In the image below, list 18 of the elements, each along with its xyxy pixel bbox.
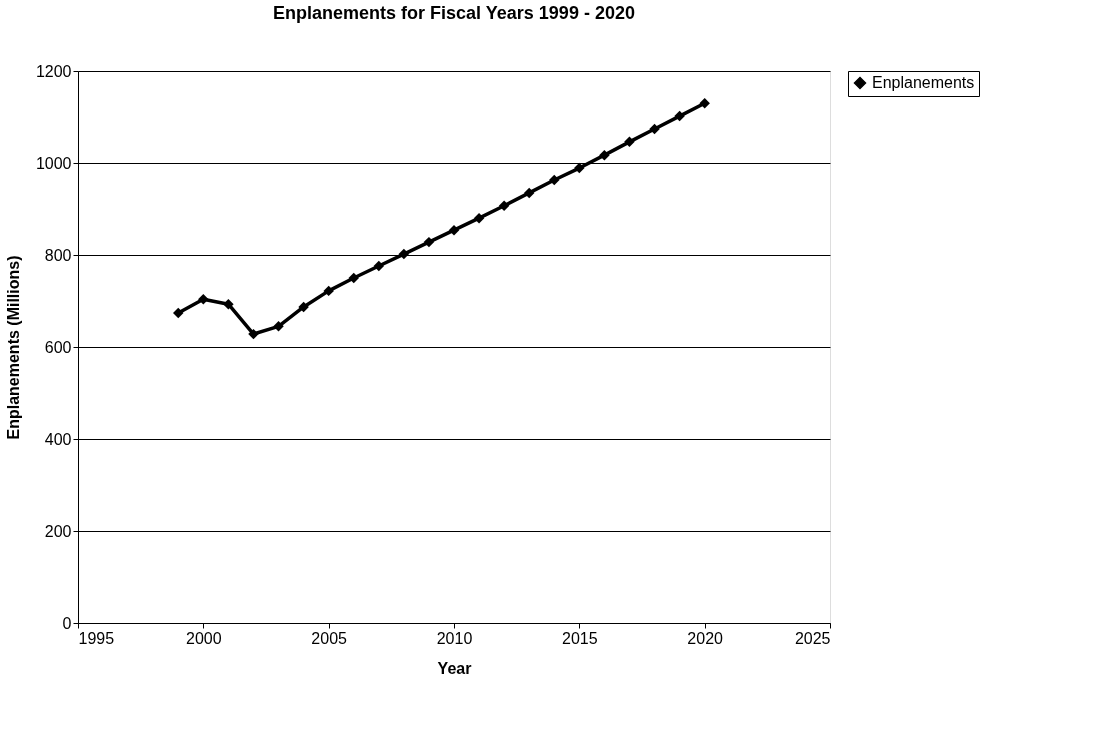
x-axis-title: Year (437, 659, 472, 677)
x-tick-label: 2020 (687, 629, 724, 647)
x-tick-label: 2005 (311, 629, 348, 647)
y-axis-title: Enplanements (Millions) (4, 255, 22, 440)
x-tick-label: 2025 (794, 629, 831, 647)
x-tick-label: 2000 (186, 629, 222, 647)
y-tick-label: 1000 (35, 154, 72, 172)
y-tick-label: 800 (44, 246, 72, 264)
y-tick-label: 1200 (35, 62, 72, 80)
y-tick-label: 200 (44, 522, 72, 540)
x-tick-label: 1995 (78, 629, 115, 647)
y-tick-label: 400 (44, 430, 72, 448)
y-tick-label: 0 (62, 614, 72, 632)
x-tick-label: 2010 (436, 629, 473, 647)
legend-label: Enplanements (872, 74, 975, 91)
chart-title: Enplanements for Fiscal Years 1999 - 2020 (273, 3, 635, 23)
x-tick-label: 2015 (562, 629, 598, 647)
y-tick-label: 600 (44, 338, 72, 356)
